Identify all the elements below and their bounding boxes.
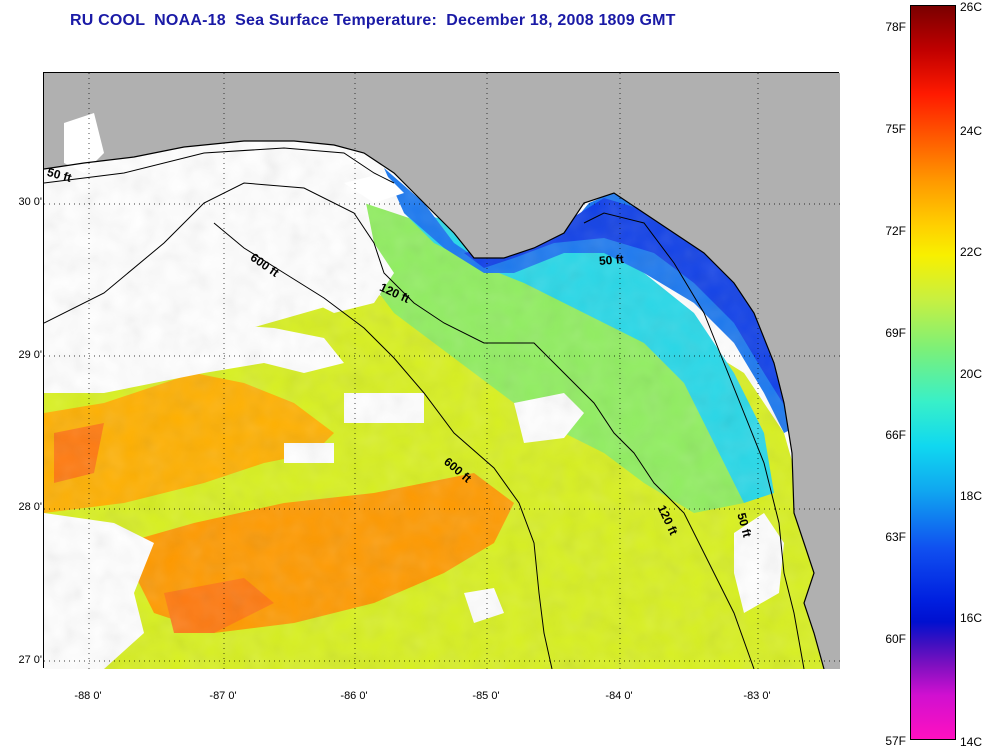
colorbar-label-f: 69F xyxy=(885,326,906,340)
lon-label: -85 0' xyxy=(472,690,500,702)
lat-label: 29 0' xyxy=(18,349,42,361)
colorbar-label-f: 72F xyxy=(885,224,906,238)
colorbar-label-c: 14C xyxy=(960,735,983,749)
lon-label: -83 0' xyxy=(743,690,771,702)
colorbar-label-c: 16C xyxy=(960,611,983,625)
colorbar-label-c: 24C xyxy=(960,124,983,138)
lat-label: 28 0' xyxy=(18,501,42,513)
map-title: RU COOL NOAA-18 Sea Surface Temperature:… xyxy=(70,12,676,29)
land-mass xyxy=(44,73,840,669)
colorbar-label-c: 20C xyxy=(960,367,983,381)
colorbar-label-f: 75F xyxy=(885,122,906,136)
colorbar-label-f: 78F xyxy=(885,20,906,34)
lon-label: -87 0' xyxy=(209,690,237,702)
lon-label: -88 0' xyxy=(74,690,102,702)
sst-map: 50 ft 600 ft 120 ft 50 ft 600 ft 120 ft … xyxy=(43,72,840,669)
colorbar-label-c: 18C xyxy=(960,489,983,503)
colorbar-label-f: 63F xyxy=(885,530,906,544)
colorbar-label-c: 26C xyxy=(960,0,983,14)
colorbar-label-c: 22C xyxy=(960,245,983,259)
contour-label-50ft-bigbend: 50 ft xyxy=(598,251,625,269)
temperature-colorbar xyxy=(910,5,956,740)
colorbar-label-f: 66F xyxy=(885,428,906,442)
colorbar-label-f: 60F xyxy=(885,632,906,646)
colorbar-label-f: 57F xyxy=(885,734,906,748)
lat-label: 27 0' xyxy=(18,654,42,666)
lon-label: -86 0' xyxy=(340,690,368,702)
lat-label: 30 0' xyxy=(18,196,42,208)
contour-600ft xyxy=(213,222,553,669)
coastline xyxy=(44,140,825,669)
sst-map-canvas xyxy=(44,73,840,669)
lon-label: -84 0' xyxy=(605,690,633,702)
contour-50ft xyxy=(44,147,805,669)
mobile-bay xyxy=(64,113,104,173)
